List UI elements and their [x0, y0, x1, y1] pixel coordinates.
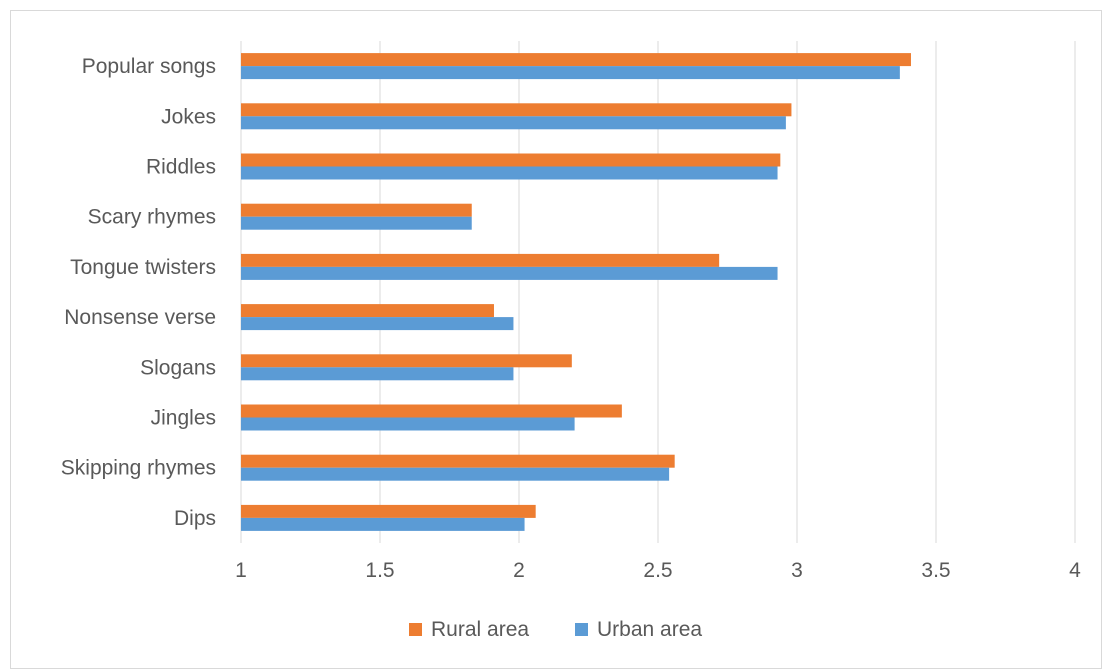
- category-label: Jingles: [151, 407, 216, 430]
- category-label: Tongue twisters: [70, 256, 216, 279]
- x-tick-label: 4: [1069, 559, 1081, 582]
- bars: [241, 53, 911, 531]
- bar-urban: [241, 216, 472, 230]
- x-tick-label: 3.5: [921, 559, 950, 582]
- bar-rural: [241, 153, 781, 167]
- bar-urban: [241, 166, 778, 180]
- legend-swatch: [409, 623, 422, 636]
- bar-rural: [241, 203, 472, 217]
- category-label: Jokes: [161, 105, 216, 128]
- legend: Rural area Urban area: [409, 618, 702, 641]
- x-tick-labels: 1 1.5 2 2.5 3 3.5 4: [235, 559, 1081, 582]
- x-tick-label: 1.5: [365, 559, 394, 582]
- legend-label: Urban area: [597, 618, 702, 641]
- category-label: Scary rhymes: [88, 206, 216, 229]
- bar-rural: [241, 53, 911, 67]
- bar-urban: [241, 517, 525, 531]
- legend-label: Rural area: [431, 618, 529, 641]
- bar-rural: [241, 304, 494, 318]
- category-label: Riddles: [146, 156, 216, 179]
- category-labels: Popular songs Jokes Riddles Scary rhymes Ton…: [61, 55, 216, 530]
- bar-rural: [241, 103, 792, 117]
- x-tick-label: 3: [791, 559, 803, 582]
- bar-urban: [241, 266, 778, 280]
- category-label: Skipping rhymes: [61, 457, 216, 480]
- bar-urban: [241, 467, 670, 481]
- bar-rural: [241, 404, 622, 418]
- bar-urban: [241, 116, 786, 130]
- bar-rural: [241, 504, 536, 518]
- bar-urban: [241, 317, 514, 331]
- bar-urban: [241, 66, 900, 80]
- category-label: Slogans: [140, 356, 216, 379]
- category-label: Nonsense verse: [64, 306, 216, 329]
- bar-rural: [241, 253, 720, 267]
- bar-urban: [241, 417, 575, 431]
- bar-rural: [241, 354, 572, 368]
- bar-rural: [241, 454, 675, 468]
- category-label: Popular songs: [82, 55, 216, 78]
- category-label: Dips: [174, 507, 216, 530]
- x-tick-label: 2.5: [643, 559, 672, 582]
- x-tick-label: 1: [235, 559, 247, 582]
- bar-urban: [241, 367, 514, 381]
- legend-swatch: [575, 623, 588, 636]
- x-tick-label: 2: [513, 559, 525, 582]
